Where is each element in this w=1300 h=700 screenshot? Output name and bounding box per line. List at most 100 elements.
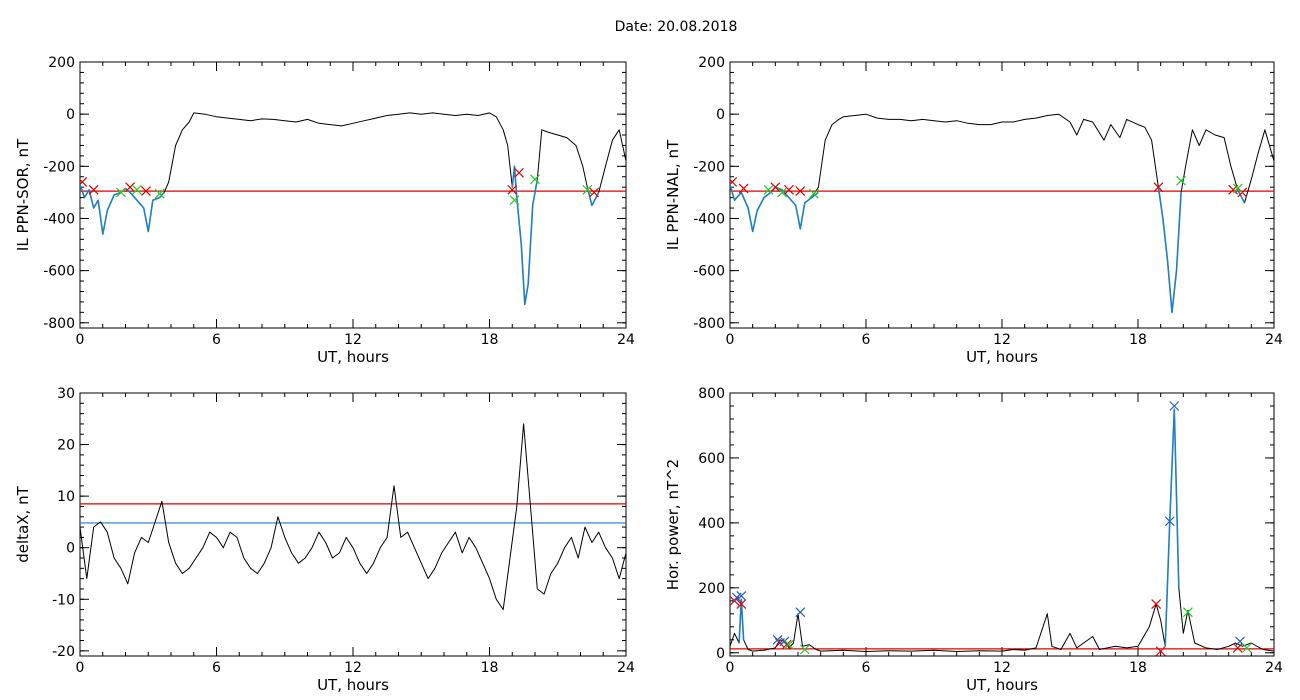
cross-marker [795,186,806,197]
x-tick-label: 24 [617,332,635,348]
y-tick-label: -600 [43,264,75,280]
cross-marker [770,182,781,193]
x-tick-label: 24 [1265,332,1283,348]
cross-marker [1153,182,1164,193]
cross-marker [1176,175,1186,186]
y-tick-label: 400 [698,516,725,532]
y-tick-label: -600 [693,264,725,280]
cross-marker [589,187,600,198]
cross-marker [1151,599,1162,609]
x-tick-label: 0 [76,660,85,676]
date-label: Date: 20.08.2018 [614,19,738,35]
cross-marker [514,167,524,178]
y-tick-label: -400 [693,211,725,227]
cross-marker [738,183,749,194]
x-tick-label: 18 [1129,332,1147,348]
y-tick-label: 0 [716,107,725,123]
cross-marker [777,187,788,198]
y-tick-label: -800 [43,316,75,332]
x-tick-label: 12 [993,660,1011,676]
cross-marker [80,177,88,187]
cross-marker [1169,401,1180,411]
plot-panel-sor: 0 6 12 18 24 -800 -600 -400 -200 0 200 UT, hours IL … [14,55,635,366]
highlight-segment [586,187,600,207]
cross-marker [530,174,540,185]
cross-marker [1232,642,1243,653]
x-tick-label: 12 [993,332,1011,348]
y-tick-label: -800 [693,316,725,332]
cross-marker [509,195,520,206]
cross-marker [1241,642,1252,653]
x-tick-label: 6 [862,660,871,676]
series-line [730,113,1274,313]
series-line [80,112,626,305]
y-tick-label: 0 [716,646,725,662]
cross-marker [1155,646,1166,656]
y-tick-label: 10 [57,489,75,505]
cross-marker [507,184,518,195]
cross-marker [799,644,810,655]
y-axis-label: deltaX, nT [14,485,32,562]
y-tick-label: 200 [48,55,75,71]
highlight-segment [1157,187,1182,314]
plot-panel-nal: 0 6 12 18 24 -800 -600 -400 -200 0 200 UT, hours IL … [664,55,1283,366]
highlight-segment [511,165,539,306]
highlight-segment [1164,408,1180,647]
y-tick-label: 200 [698,55,725,71]
y-tick-label: -200 [43,159,75,175]
cross-marker [1182,607,1193,618]
x-tick-label: 24 [1265,660,1283,676]
x-tick-label: 6 [212,660,221,676]
x-tick-label: 12 [344,332,362,348]
x-tick-label: 6 [862,332,871,348]
x-tick-label: 0 [76,332,85,348]
y-tick-label: -10 [52,592,75,608]
x-axis-label: UT, hours [966,676,1038,694]
x-tick-label: 18 [481,332,499,348]
y-tick-label: 200 [698,581,725,597]
x-axis-label: UT, hours [966,348,1038,366]
cross-marker [736,599,747,609]
y-axis-label: IL PPN-NAL, nT [664,139,682,250]
y-axis-label: Hor. power, nT^2 [664,459,682,590]
plot-area [80,112,626,306]
plot-area [730,401,1274,656]
cross-marker [779,636,790,647]
y-tick-label: 600 [698,451,725,467]
plot-panel-power: 0 6 12 18 24 0 200 400 600 800 UT, hours Hor. power… [664,386,1283,694]
x-tick-label: 0 [726,660,735,676]
plot-area [80,423,626,611]
cross-marker [116,187,126,198]
cross-marker [784,184,794,195]
cross-marker [125,182,135,193]
x-tick-label: 12 [344,660,362,676]
plot-panel-deltax: 0 6 12 18 24 -20 -10 0 10 20 30 UT, hours deltaX, nT [14,386,635,694]
cross-marker [1232,183,1243,194]
cross-marker [582,184,593,195]
cross-marker [784,639,794,650]
highlight-segment [738,598,745,644]
axes-frame [729,61,1275,329]
cross-marker [808,188,819,199]
cross-marker [141,186,151,197]
cross-marker [88,184,99,195]
cross-marker [154,188,165,199]
x-tick-label: 0 [726,332,735,348]
cross-marker [730,177,738,187]
x-axis-label: UT, hours [317,348,389,366]
x-axis-label: UT, hours [317,676,389,694]
y-tick-label: -200 [693,159,725,175]
y-tick-label: -20 [52,644,75,660]
y-tick-label: -400 [43,211,75,227]
highlight-segment [1236,189,1246,204]
y-tick-label: 800 [698,386,725,402]
y-tick-label: 20 [57,438,75,454]
cross-marker [736,591,747,601]
x-tick-label: 6 [212,332,221,348]
y-axis-label: IL PPN-SOR, nT [14,138,32,251]
y-tick-label: 0 [66,541,75,557]
y-tick-label: 0 [66,107,75,123]
cross-marker [1164,516,1175,527]
y-tick-label: 30 [57,386,75,402]
